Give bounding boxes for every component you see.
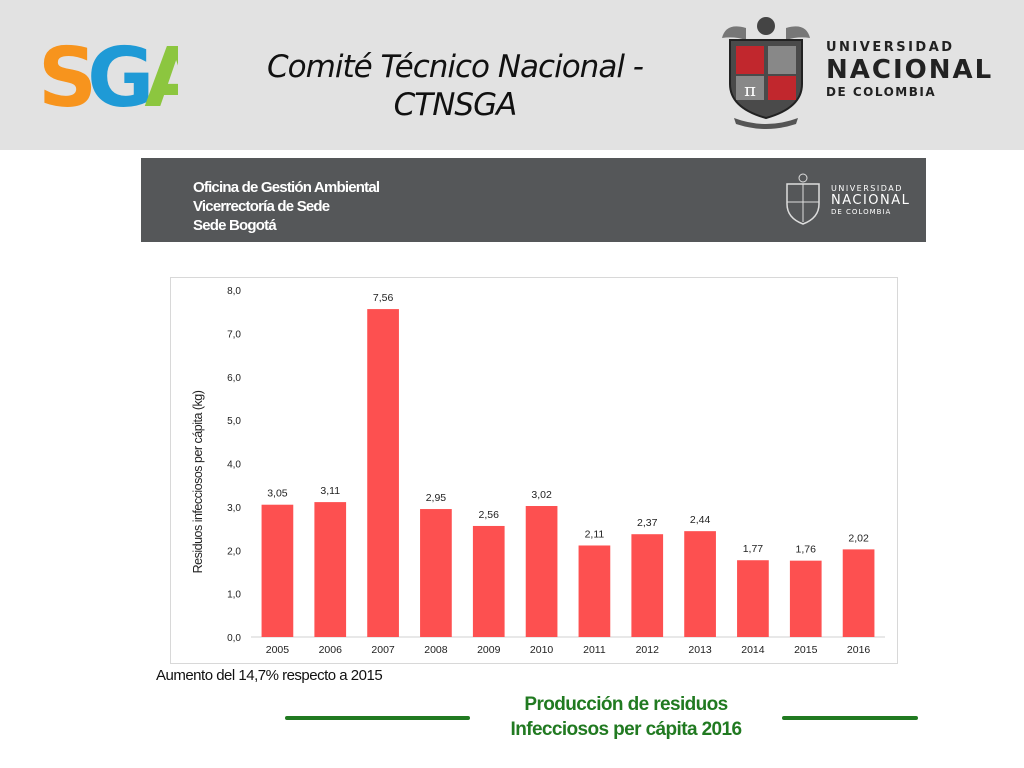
bar-layer [261,309,875,637]
y-tick-label: 5,0 [227,416,241,427]
data-label: 3,05 [267,488,288,500]
x-tick-label: 2005 [266,644,290,656]
office-university-logo: UNIVERSIDAD NACIONAL DE COLOMBIA [781,170,916,230]
office-line-2: Vicerrectoría de Sede [193,198,330,215]
x-tick-label: 2013 [688,644,712,656]
x-tick-label: 2014 [741,644,765,656]
bar-2011 [578,545,611,637]
title-line-2: CTNSGA [393,87,518,123]
y-tick-label: 1,0 [227,590,241,601]
data-label: 2,95 [426,492,447,504]
x-tick-label: 2011 [583,644,606,656]
y-tick-label: 0,0 [227,633,241,644]
data-label: 2,56 [479,509,500,521]
x-tick-label: 2009 [477,644,501,656]
coat-of-arms-icon: π [722,17,810,129]
svg-text:π: π [744,80,756,101]
y-tick-label: 3,0 [227,503,241,514]
bar-2009 [472,525,505,637]
data-label: 7,56 [373,292,394,304]
office-logo-line-1: UNIVERSIDAD [831,184,903,193]
x-tick-label: 2015 [794,644,818,656]
y-tick-label: 6,0 [227,373,241,384]
page-title: Comité Técnico Nacional - CTNSGA [230,48,680,124]
university-line-1: UNIVERSIDAD [826,40,955,55]
title-line-1: Comité Técnico Nacional - [267,49,644,85]
header-band [0,0,1024,150]
data-label: 2,02 [848,532,869,544]
bar-2010 [525,506,558,637]
data-label: 2,11 [585,528,605,540]
office-logo-text: UNIVERSIDAD NACIONAL DE COLOMBIA [831,184,910,216]
office-bar: Oficina de Gestión Ambiental Vicerrector… [141,158,926,242]
office-logo-line-2: NACIONAL [831,193,911,208]
data-label: 2,37 [637,517,658,529]
x-tick-label: 2006 [319,644,343,656]
bar-2016 [842,549,875,637]
y-tick-label: 2,0 [227,546,241,557]
office-line-1: Oficina de Gestión Ambiental [193,179,380,196]
bar-2012 [631,534,664,637]
data-label: 2,44 [690,514,711,526]
chart-caption: Producción de residuos Infecciosos per c… [476,692,776,742]
coat-of-arms-small-icon [786,173,820,225]
data-label: 1,76 [796,544,817,556]
y-axis-title: Residuos infecciosos per cápita (kg) [191,390,205,573]
y-tick-label: 7,0 [227,329,241,340]
y-tick-label: 4,0 [227,460,241,471]
bar-2015 [789,560,822,637]
x-tick-label: 2007 [371,644,395,656]
x-tick-label: 2008 [424,644,448,656]
bar-2008 [420,509,452,637]
office-logo-line-3: DE COLOMBIA [831,208,892,216]
caption-line-1: Producción de residuos [524,694,728,715]
office-line-3: Sede Bogotá [193,217,277,234]
chart-svg: 0,0 1,0 2,0 3,0 4,0 5,0 6,0 7,0 8,0 2005 3,05 2006… [191,286,885,656]
x-tick-label: 2016 [847,644,871,656]
caption-line-2: Infecciosos per cápita 2016 [510,719,743,740]
svg-text:SGA: SGA [38,34,178,114]
data-label: 1,77 [743,543,764,555]
sga-logo: SGA [38,34,178,114]
x-tick-label: 2012 [636,644,660,656]
right-green-rule [782,716,918,720]
data-label: 3,02 [531,489,552,501]
university-name: UNIVERSIDAD NACIONAL DE COLOMBIA [826,40,993,99]
y-tick-label: 8,0 [227,286,241,297]
axis-layer: 0,0 1,0 2,0 3,0 4,0 5,0 6,0 7,0 8,0 [227,286,885,644]
university-line-2: NACIONAL [826,55,994,85]
bar-chart: 0,0 1,0 2,0 3,0 4,0 5,0 6,0 7,0 8,0 2005 3,05 2006… [170,277,898,664]
university-logo: π UNIVERSIDAD NACIONAL DE COLOMBIA [716,14,991,130]
label-layer: 2005 3,05 2006 3,11 2007 7,56 2008 2,95 2009 2,56… [266,292,871,656]
office-info: Oficina de Gestión Ambiental Vicerrector… [193,178,380,235]
bar-2006 [314,502,347,637]
bar-2005 [261,504,294,637]
university-line-3: DE COLOMBIA [826,85,937,99]
data-label: 3,11 [320,485,340,497]
x-tick-label: 2010 [530,644,554,656]
left-green-rule [285,716,470,720]
increase-note: Aumento del 14,7% respecto a 2015 [156,667,383,684]
bar-2013 [684,531,716,637]
bar-2014 [737,560,769,637]
bar-2007 [367,309,399,637]
